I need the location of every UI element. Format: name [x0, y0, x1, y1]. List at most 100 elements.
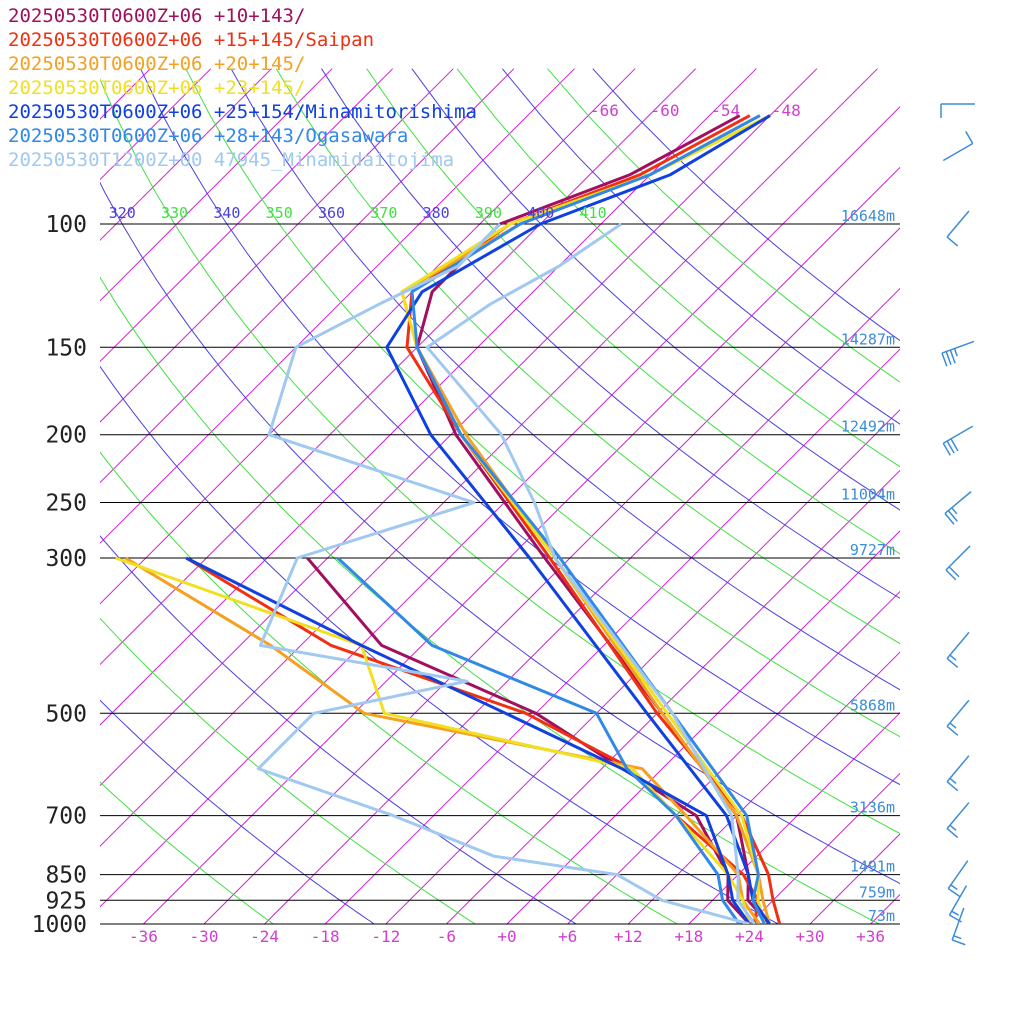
dry-adiabat [411, 68, 900, 511]
wind-barb-flag [949, 824, 957, 831]
wind-barb-flag [948, 566, 960, 578]
wind-barb-flag [949, 654, 957, 661]
wind-barb-flag [949, 777, 957, 785]
height-label: 1491m [850, 858, 895, 876]
isotherm-line [100, 68, 636, 605]
wind-barb-staff [951, 907, 965, 941]
wind-barb [946, 755, 970, 792]
wind-barb [946, 631, 970, 669]
wind-barb-flag [946, 440, 955, 454]
theta-label: 390 [475, 204, 502, 222]
wind-barb-staff [944, 491, 972, 515]
isotherm-line [688, 712, 900, 924]
top-temperature-label: -66 [590, 101, 619, 120]
temperature-tick-label: -36 [129, 927, 158, 946]
wind-barb [951, 907, 966, 946]
dry-adiabat [592, 68, 900, 342]
legend-entry: 20250530T0600Z+06 +10+143/ [8, 5, 306, 27]
dry-adiabat [185, 68, 900, 738]
isotherm-line [992, 69, 1024, 924]
temperature-tick-label: -24 [250, 927, 279, 946]
wind-barb-staff [946, 631, 970, 659]
top-temperature-label: -54 [711, 101, 740, 120]
dry-adiabat [230, 68, 900, 691]
wind-barb-staff [947, 860, 969, 889]
wind-barb [942, 425, 974, 456]
wind-barb-flag [947, 510, 958, 522]
height-label: 12492m [841, 418, 895, 436]
height-label: 16648m [841, 207, 895, 225]
wind-barb-flag [945, 351, 952, 365]
height-label: 9727m [850, 541, 895, 559]
temperature-line-4 [385, 114, 771, 924]
dry-adiabat [100, 451, 679, 924]
wind-barb-flag [946, 725, 959, 736]
temperature-tick-label: -18 [311, 927, 340, 946]
height-label: 14287m [841, 330, 895, 348]
temperature-tick-label: +18 [674, 927, 703, 946]
wind-barb-flag [950, 884, 958, 891]
wind-barb-flag [947, 887, 961, 898]
legend-entry: 20250530T0600Z+06 +25+154/Minamitorishim… [8, 101, 477, 123]
isotherm-line [100, 68, 212, 181]
wind-barb-staff [946, 755, 970, 783]
theta-label: 400 [527, 204, 554, 222]
theta-label: 410 [580, 204, 607, 222]
wind-barb-flag [946, 781, 959, 792]
isotherm-line [100, 68, 575, 544]
isotherm-line [567, 590, 900, 924]
temperature-tick-label: -12 [371, 927, 400, 946]
dry-adiabat [100, 181, 900, 885]
temperature-tick-label: +6 [558, 927, 577, 946]
temperature-line-2 [400, 114, 772, 924]
pressure-label: 700 [45, 804, 87, 830]
temperature-line-6 [425, 222, 756, 924]
isotherm-line [203, 227, 900, 924]
dry-adiabat [100, 365, 780, 924]
temperature-tick-label: +0 [497, 927, 516, 946]
wind-barb-flag [944, 513, 955, 525]
theta-label: 340 [213, 204, 240, 222]
legend: 20250530T0600Z+06 +10+143/20250530T0600Z… [8, 4, 477, 172]
temperature-tick-label: -30 [190, 927, 219, 946]
wind-barb-flag [951, 939, 966, 946]
height-label: 759m [859, 883, 895, 901]
wind-barb-flag [953, 935, 962, 940]
theta-label: 350 [266, 204, 293, 222]
theta-label: 360 [318, 204, 345, 222]
dewpoint-line-4 [185, 556, 751, 924]
isotherm-line [100, 68, 878, 847]
wind-barb [945, 545, 971, 581]
top-temperature-label: -60 [651, 101, 680, 120]
wind-barb [940, 103, 975, 118]
isotherm-line [324, 348, 900, 924]
isotherm-line [264, 287, 900, 924]
pressure-label: 925 [45, 888, 87, 914]
wind-barb-flag [951, 910, 960, 916]
isotherm-line [100, 68, 454, 423]
pressure-label: 100 [45, 212, 87, 238]
temperature-tick-label: -6 [437, 927, 456, 946]
height-label: 11004m [841, 486, 895, 504]
dewpoint-line-6 [256, 222, 750, 924]
wind-barb-flag [949, 349, 956, 364]
isotherm-line [749, 772, 900, 924]
legend-entry: 20250530T0600Z+06 +15+145/Saipan [8, 29, 375, 51]
legend-entry: 20250530T1200Z+00 47945_Minamidaitojima [8, 149, 455, 171]
wind-barb-staff [946, 210, 970, 238]
temperature-line-5 [410, 114, 766, 924]
top-temperature-label: -48 [772, 101, 801, 120]
sounding-series [114, 114, 782, 924]
legend-entry: 20250530T0600Z+06 +23+145/ [8, 77, 306, 99]
pressure-label: 850 [45, 863, 87, 889]
dry-adiabat [366, 68, 900, 555]
isotherm-line [143, 166, 900, 924]
height-label: 3136m [850, 799, 895, 817]
temperature-tick-label: +24 [735, 927, 764, 946]
pressure-label: 250 [45, 491, 87, 517]
pressure-label: 1000 [32, 912, 87, 938]
wind-barb [942, 131, 974, 162]
pressure-label: 500 [45, 701, 87, 727]
